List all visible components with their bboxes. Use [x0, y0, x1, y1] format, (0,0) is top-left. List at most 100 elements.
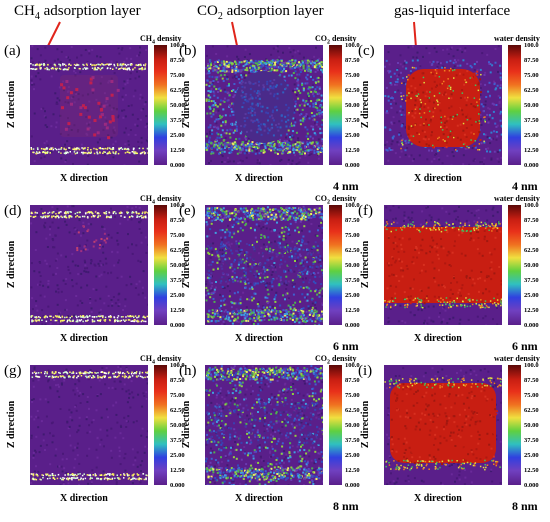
z-axis-label: Z direction	[360, 400, 372, 449]
colorbar	[508, 365, 521, 485]
colorbar-tick: 75.00	[170, 392, 185, 399]
colorbar-tick: 0.000	[170, 482, 185, 489]
colorbar-tick: 100.0	[524, 362, 539, 369]
colorbar-tick: 75.00	[345, 232, 360, 239]
z-axis-label: Z direction	[6, 400, 18, 449]
z-axis-label: Z direction	[181, 80, 193, 129]
colorbar-tick: 25.00	[170, 452, 185, 459]
colorbar-tick: 62.50	[524, 247, 539, 254]
panel-label: (a)	[4, 43, 21, 59]
pore-size-label: 6 nm	[512, 339, 538, 353]
z-axis-label: Z direction	[6, 240, 18, 289]
colorbar-tick: 100.0	[345, 42, 360, 49]
density-map-co2	[205, 205, 323, 325]
colorbar-tick: 100.0	[170, 202, 185, 209]
x-axis-label: X direction	[60, 333, 108, 344]
colorbar-tick: 37.50	[345, 277, 360, 284]
colorbar-tick: 100.0	[170, 42, 185, 49]
colorbar-title: water density	[494, 194, 540, 203]
colorbar	[154, 365, 167, 485]
colorbar-tick: 37.50	[345, 117, 360, 124]
z-axis-label: Z direction	[360, 240, 372, 289]
x-axis-label: X direction	[414, 333, 462, 344]
colorbar-tick: 50.00	[170, 102, 185, 109]
colorbar-tick: 62.50	[524, 87, 539, 94]
colorbar-tick: 87.50	[345, 217, 360, 224]
colorbar-tick: 25.00	[345, 132, 360, 139]
x-axis-label: X direction	[60, 173, 108, 184]
colorbar-tick: 100.0	[170, 362, 185, 369]
colorbar-tick: 50.00	[170, 262, 185, 269]
colorbar-tick: 62.50	[345, 407, 360, 414]
z-axis-label: Z direction	[181, 240, 193, 289]
colorbar-tick: 0.000	[170, 162, 185, 169]
colorbar-tick: 0.000	[345, 162, 360, 169]
panel-label: (f)	[358, 203, 373, 219]
colorbar-tick: 87.50	[524, 377, 539, 384]
pore-size-label: 8 nm	[333, 499, 359, 513]
density-map-water	[384, 365, 502, 485]
pore-size-label: 8 nm	[512, 499, 538, 513]
colorbar-tick: 100.0	[524, 42, 539, 49]
density-map-ch4	[30, 365, 148, 485]
colorbar-tick: 75.00	[170, 72, 185, 79]
colorbar-tick: 0.000	[170, 322, 185, 329]
colorbar-tick: 12.50	[524, 307, 539, 314]
colorbar-tick: 62.50	[345, 247, 360, 254]
colorbar-tick: 50.00	[524, 262, 539, 269]
colorbar-tick: 0.000	[524, 162, 539, 169]
colorbar-title: water density	[494, 354, 540, 363]
pore-size-label: 4 nm	[512, 179, 538, 193]
colorbar-tick: 0.000	[524, 322, 539, 329]
colorbar	[329, 45, 342, 165]
colorbar	[508, 45, 521, 165]
colorbar-title: CO2 density	[315, 194, 357, 206]
colorbar-tick: 12.50	[170, 307, 185, 314]
colorbar-tick: 12.50	[345, 147, 360, 154]
z-axis-label: Z direction	[360, 80, 372, 129]
x-axis-label: X direction	[235, 493, 283, 504]
colorbar-tick: 87.50	[170, 217, 185, 224]
colorbar-tick: 50.00	[345, 102, 360, 109]
colorbar-tick: 25.00	[524, 132, 539, 139]
colorbar-title: CO2 density	[315, 34, 357, 46]
colorbar-tick: 25.00	[524, 292, 539, 299]
colorbar-tick: 25.00	[170, 292, 185, 299]
density-map-co2	[205, 45, 323, 165]
colorbar-tick: 50.00	[345, 262, 360, 269]
colorbar-tick: 37.50	[170, 117, 185, 124]
colorbar	[154, 45, 167, 165]
colorbar-tick: 12.50	[345, 307, 360, 314]
colorbar-tick: 0.000	[345, 322, 360, 329]
co2-adsorption-layer-label: CO2 adsorption layer	[197, 3, 324, 22]
colorbar-tick: 37.50	[170, 437, 185, 444]
colorbar-tick: 37.50	[345, 437, 360, 444]
density-map-ch4	[30, 45, 148, 165]
colorbar-tick: 62.50	[170, 87, 185, 94]
colorbar-tick: 25.00	[170, 132, 185, 139]
colorbar-tick: 100.0	[524, 202, 539, 209]
colorbar-tick: 62.50	[170, 247, 185, 254]
colorbar	[329, 205, 342, 325]
colorbar-tick: 0.000	[524, 482, 539, 489]
colorbar	[329, 365, 342, 485]
colorbar-title: CH4 density	[140, 194, 182, 206]
x-axis-label: X direction	[414, 173, 462, 184]
colorbar-tick: 75.00	[170, 232, 185, 239]
colorbar-tick: 75.00	[524, 232, 539, 239]
colorbar-tick: 37.50	[170, 277, 185, 284]
colorbar-title: CH4 density	[140, 34, 182, 46]
colorbar	[154, 205, 167, 325]
panel-label: (g)	[4, 363, 22, 379]
colorbar-tick: 37.50	[524, 277, 539, 284]
colorbar-tick: 50.00	[524, 102, 539, 109]
x-axis-label: X direction	[414, 493, 462, 504]
density-map-ch4	[30, 205, 148, 325]
x-axis-label: X direction	[60, 493, 108, 504]
colorbar-title: CO2 density	[315, 354, 357, 366]
colorbar-tick: 12.50	[345, 467, 360, 474]
colorbar-tick: 12.50	[524, 467, 539, 474]
colorbar-tick: 87.50	[345, 57, 360, 64]
colorbar-tick: 50.00	[345, 422, 360, 429]
density-map-water	[384, 45, 502, 165]
